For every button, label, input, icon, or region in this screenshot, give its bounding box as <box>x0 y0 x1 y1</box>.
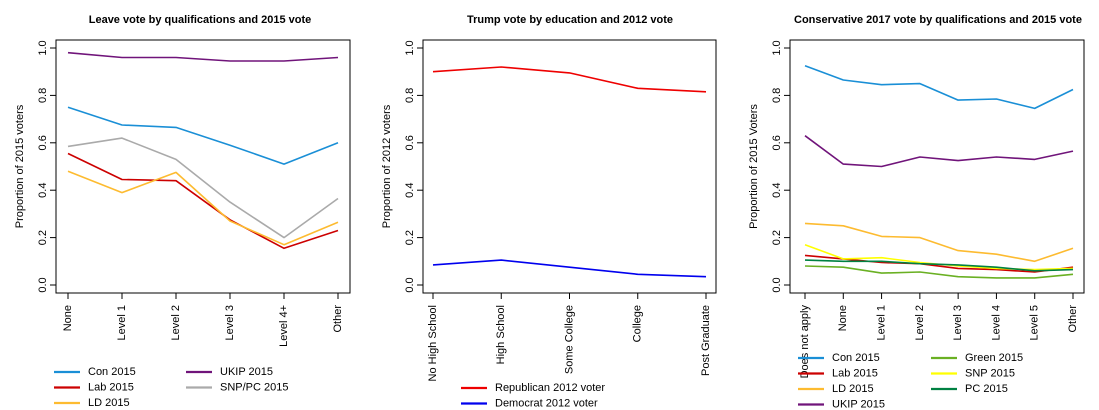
series-line <box>804 135 1074 168</box>
y-tick-label: 0.4 <box>404 183 416 198</box>
chart-title: Leave vote by qualifications and 2015 vo… <box>89 14 312 26</box>
series-line <box>804 265 1074 279</box>
x-tick-label: Level 3 <box>952 305 964 340</box>
legend-label: PC 2015 <box>965 383 1008 395</box>
y-tick-label: 0.8 <box>37 88 49 103</box>
legend-label: UKIP 2015 <box>220 366 273 378</box>
x-tick-label: Level 2 <box>914 305 926 340</box>
x-tick-label: None <box>837 305 849 331</box>
trump-vote-panel: Trump vote by education and 2012 vote 0.… <box>381 14 717 409</box>
x-tick-label: Level 4 <box>990 305 1002 340</box>
y-tick-label: 1.0 <box>771 40 783 55</box>
y-tick-label: 0.0 <box>37 277 49 292</box>
x-tick-label: Other <box>1067 305 1079 333</box>
y-tick-label: 0.6 <box>37 135 49 150</box>
legend-label: LD 2015 <box>88 397 130 409</box>
series-line <box>67 152 339 250</box>
series-line <box>804 222 1074 263</box>
chart-title: Conservative 2017 vote by qualifications… <box>794 14 1082 26</box>
y-tick-label: 0.2 <box>37 230 49 245</box>
y-axis-label: Proportion of 2012 voters <box>381 104 393 228</box>
x-tick-label: Level 2 <box>170 305 182 340</box>
y-tick-label: 0.6 <box>771 135 783 150</box>
x-tick-label: Post Graduate <box>700 305 712 376</box>
y-tick-label: 0.8 <box>771 88 783 103</box>
series-line <box>432 259 707 278</box>
y-tick-label: 0.0 <box>404 277 416 292</box>
legend-label: Con 2015 <box>88 366 136 378</box>
y-tick-label: 0.4 <box>37 183 49 198</box>
y-tick-label: 0.2 <box>404 230 416 245</box>
plot-frame <box>789 39 1085 294</box>
legend-label: Democrat 2012 voter <box>495 397 598 409</box>
y-tick-label: 0.4 <box>771 183 783 198</box>
legend-label: UKIP 2015 <box>832 398 885 410</box>
series-line <box>67 51 339 62</box>
series-line <box>67 106 339 165</box>
y-axis-label: Proportion of 2015 Voters <box>748 104 760 229</box>
conservative-vote-panel: Conservative 2017 vote by qualifications… <box>748 14 1085 410</box>
y-tick-label: 0.0 <box>771 277 783 292</box>
series-line <box>67 170 339 246</box>
x-tick-label: Level 3 <box>224 305 236 340</box>
legend-label: Republican 2012 voter <box>495 382 605 394</box>
x-tick-label: Some College <box>563 305 575 374</box>
x-tick-label: Level 1 <box>875 305 887 340</box>
y-axis-label: Proportion of 2015 voters <box>14 104 26 228</box>
x-tick-label: Does not apply <box>799 305 811 379</box>
y-tick-label: 1.0 <box>404 40 416 55</box>
plot-frame <box>422 39 717 294</box>
series-line <box>804 259 1074 272</box>
legend-label: Con 2015 <box>832 352 880 364</box>
x-tick-label: College <box>632 305 644 342</box>
x-tick-label: No High School <box>427 305 439 381</box>
series-line <box>804 65 1074 110</box>
legend-label: SNP/PC 2015 <box>220 381 288 393</box>
chart-title: Trump vote by education and 2012 vote <box>467 14 673 26</box>
plot-frame <box>55 39 351 294</box>
x-tick-label: High School <box>495 305 507 364</box>
x-tick-label: Level 1 <box>116 305 128 340</box>
x-tick-label: Other <box>332 305 344 333</box>
legend-label: SNP 2015 <box>965 367 1015 379</box>
y-tick-label: 0.2 <box>771 230 783 245</box>
y-tick-label: 0.8 <box>404 88 416 103</box>
series-line <box>432 66 707 93</box>
y-tick-label: 0.6 <box>404 135 416 150</box>
legend-label: LD 2015 <box>832 383 874 395</box>
series-line <box>67 137 339 239</box>
legend-label: Lab 2015 <box>88 381 134 393</box>
x-tick-label: Level 5 <box>1029 305 1041 340</box>
legend-label: Green 2015 <box>965 352 1023 364</box>
leave-vote-panel: Leave vote by qualifications and 2015 vo… <box>14 14 351 409</box>
x-tick-label: None <box>62 305 74 331</box>
legend-label: Lab 2015 <box>832 367 878 379</box>
x-tick-label: Level 4+ <box>278 305 290 347</box>
y-tick-label: 1.0 <box>37 40 49 55</box>
